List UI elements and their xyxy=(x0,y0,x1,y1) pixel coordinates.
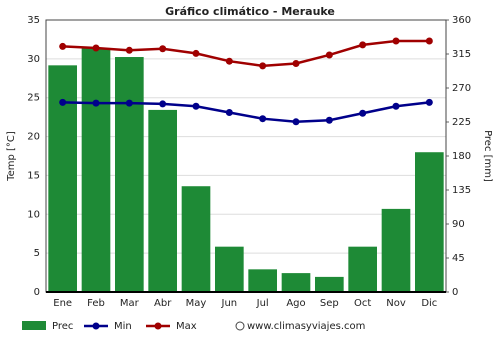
y-tick-label: 25 xyxy=(27,93,40,104)
precip-bar xyxy=(148,109,177,293)
legend-label: Max xyxy=(176,321,197,332)
y2-axis-label: Prec [mm] xyxy=(482,130,493,182)
y-tick-label: 30 xyxy=(27,54,40,65)
temp-point xyxy=(59,98,67,106)
temp-point xyxy=(359,109,367,117)
temp-point xyxy=(92,99,100,107)
y2-tick-label: 315 xyxy=(452,49,471,60)
source-icon xyxy=(235,321,245,331)
precip-bar xyxy=(348,246,377,292)
precip-bar xyxy=(281,273,311,292)
y2-tick-label: 45 xyxy=(452,253,465,264)
y2-tick-label: 135 xyxy=(452,185,471,196)
x-tick-label: Oct xyxy=(354,298,371,309)
temp-point xyxy=(192,102,200,110)
temp-point xyxy=(192,49,200,57)
legend-label: Min xyxy=(114,321,132,332)
temp-point xyxy=(225,57,233,65)
precip-bar xyxy=(115,57,144,293)
precip-bar xyxy=(81,47,111,293)
legend-swatch xyxy=(154,322,162,330)
temp-point xyxy=(159,100,167,108)
x-tick-label: Ago xyxy=(286,298,305,309)
y-tick-label: 0 xyxy=(34,287,40,298)
x-tick-label: Nov xyxy=(386,298,406,309)
x-tick-label: Abr xyxy=(154,298,172,309)
x-tick-label: Feb xyxy=(87,298,105,309)
y2-tick-label: 0 xyxy=(452,287,458,298)
chart-title: Gráfico climático - Merauke xyxy=(165,5,335,18)
temp-point xyxy=(125,99,133,107)
temp-point xyxy=(392,37,400,45)
y-axis-label: Temp [°C] xyxy=(6,131,17,182)
y2-tick-label: 270 xyxy=(452,83,471,94)
legend-label: Prec xyxy=(52,321,73,332)
temp-point xyxy=(425,98,433,106)
y2-tick-label: 360 xyxy=(452,15,471,26)
temp-point xyxy=(259,115,267,123)
y-tick-label: 20 xyxy=(27,132,40,143)
source-label: www.climasyviajes.com xyxy=(247,321,365,332)
y-tick-label: 10 xyxy=(27,209,40,220)
temp-point xyxy=(325,51,333,59)
temp-point xyxy=(59,42,67,50)
temp-point xyxy=(159,45,167,53)
temp-point xyxy=(92,44,100,52)
x-tick-label: May xyxy=(186,298,207,309)
y2-tick-label: 225 xyxy=(452,117,471,128)
x-tick-label: Dic xyxy=(421,298,437,309)
precip-bar xyxy=(215,246,244,292)
y2-tick-label: 90 xyxy=(452,219,465,230)
temp-point xyxy=(359,41,367,49)
y-tick-label: 35 xyxy=(27,15,40,26)
temp-point xyxy=(292,118,300,126)
temp-point xyxy=(225,108,233,116)
temp-point xyxy=(292,60,300,68)
precip-bar xyxy=(315,276,344,292)
x-tick-label: Jul xyxy=(256,298,269,309)
x-tick-label: Jun xyxy=(221,298,238,309)
precip-bar xyxy=(248,269,277,292)
precip-bar xyxy=(415,152,444,292)
x-tick-label: Ene xyxy=(53,298,72,309)
y2-tick-label: 180 xyxy=(452,151,471,162)
temp-line xyxy=(62,101,430,124)
temp-point xyxy=(259,62,267,70)
x-tick-label: Sep xyxy=(320,298,339,309)
x-tick-label: Mar xyxy=(120,298,140,309)
y-tick-label: 5 xyxy=(34,248,40,259)
legend-swatch xyxy=(22,321,46,330)
temp-point xyxy=(392,102,400,110)
precip-bar xyxy=(381,208,411,292)
temp-point xyxy=(125,46,133,54)
precip-bar xyxy=(181,186,211,292)
temp-line xyxy=(62,39,430,68)
legend-swatch xyxy=(92,322,100,330)
y-tick-label: 15 xyxy=(27,170,40,181)
temp-point xyxy=(425,37,433,45)
temp-point xyxy=(325,116,333,124)
